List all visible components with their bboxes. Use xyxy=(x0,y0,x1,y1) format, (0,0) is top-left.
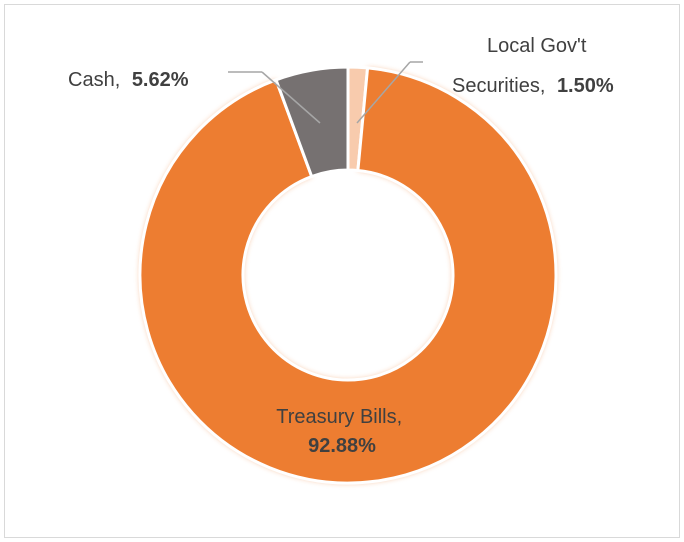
slice-value-treasury: 92.88% xyxy=(308,435,376,457)
slice-cash xyxy=(274,65,350,178)
slice-name-treasury: Treasury Bills, xyxy=(276,406,402,428)
data-label-treasury: Treasury Bills, 92.88% xyxy=(276,406,408,457)
leader-line-local-govt xyxy=(356,61,411,124)
slice-name-cash: Cash, xyxy=(68,69,120,91)
leader-line-cash xyxy=(261,71,321,124)
slice-value-cash: 5.62% xyxy=(132,69,189,91)
data-label-local-govt: Local Gov't Securities, 1.50% xyxy=(452,35,614,97)
slice-name-local-govt: Local Gov't xyxy=(487,35,587,57)
slice-value-local-govt: 1.50% xyxy=(557,75,614,97)
data-label-cash: Cash, 5.62% xyxy=(68,69,189,91)
slice-treasury-bills xyxy=(138,66,558,485)
slice-name-local-govt-cont: Securities, xyxy=(452,75,545,97)
